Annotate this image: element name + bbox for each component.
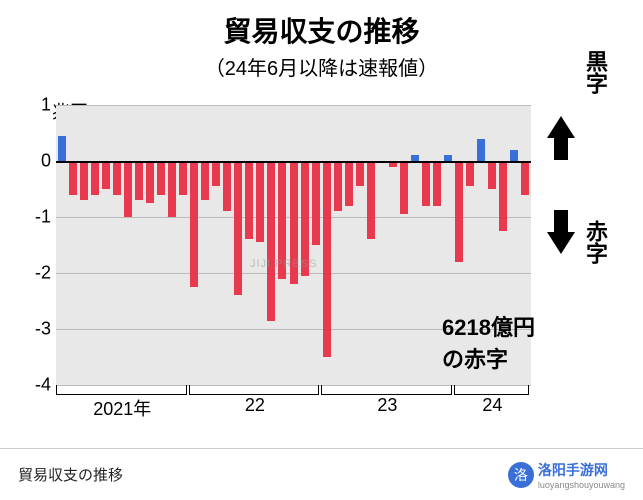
x-group-bracket bbox=[321, 385, 452, 395]
gridline bbox=[56, 105, 531, 106]
bar bbox=[223, 161, 231, 211]
bar bbox=[91, 161, 99, 195]
x-group-label: 23 bbox=[357, 395, 417, 416]
bar bbox=[367, 161, 375, 239]
logo-icon: 洛 bbox=[508, 462, 534, 488]
y-tick-label: -1 bbox=[11, 207, 51, 228]
bar bbox=[510, 150, 518, 161]
x-group-label: 22 bbox=[225, 395, 285, 416]
bar bbox=[323, 161, 331, 357]
y-tick-label: 1 bbox=[11, 95, 51, 116]
bar bbox=[124, 161, 132, 217]
bar bbox=[135, 161, 143, 200]
bar bbox=[267, 161, 275, 321]
bar bbox=[168, 161, 176, 217]
bar bbox=[466, 161, 474, 186]
bar bbox=[400, 161, 408, 214]
x-group-bracket bbox=[56, 385, 187, 395]
footer-logo[interactable]: 洛 洛阳手游网 luoyangshouyouwang bbox=[508, 460, 625, 490]
annotation-line2: の赤字 bbox=[442, 342, 535, 374]
footer-caption: 貿易収支の推移 bbox=[18, 464, 123, 485]
surplus-label: 黒字 bbox=[579, 50, 611, 94]
bar bbox=[455, 161, 463, 262]
bar bbox=[234, 161, 242, 295]
bar bbox=[113, 161, 121, 195]
bar bbox=[433, 161, 441, 206]
y-tick-label: -2 bbox=[11, 263, 51, 284]
footer: 貿易収支の推移 洛 洛阳手游网 luoyangshouyouwang bbox=[0, 448, 643, 500]
side-legend: 黒字 赤字 bbox=[543, 50, 643, 410]
arrow-down-icon bbox=[547, 210, 575, 254]
bar bbox=[256, 161, 264, 242]
bar bbox=[146, 161, 154, 203]
y-tick-label: 0 bbox=[11, 151, 51, 172]
bar bbox=[69, 161, 77, 195]
chart-container: 貿易収支の推移 （24年6月以降は速報値） 兆円 黒字 赤字 6218億円 の赤… bbox=[0, 0, 643, 440]
bar bbox=[334, 161, 342, 211]
bar bbox=[488, 161, 496, 189]
bar bbox=[58, 136, 66, 161]
x-group-bracket bbox=[454, 385, 529, 395]
bar bbox=[245, 161, 253, 239]
x-group-label: 24 bbox=[462, 395, 522, 416]
bar bbox=[201, 161, 209, 200]
deficit-annotation: 6218億円 の赤字 bbox=[442, 310, 535, 374]
chart-title: 貿易収支の推移 bbox=[0, 0, 643, 50]
logo-text: 洛阳手游网 bbox=[538, 460, 625, 480]
bar bbox=[356, 161, 364, 186]
bar bbox=[179, 161, 187, 195]
arrow-up-icon bbox=[547, 116, 575, 160]
bar bbox=[521, 161, 529, 195]
bar bbox=[190, 161, 198, 287]
bar bbox=[80, 161, 88, 200]
annotation-line1: 6218億円 bbox=[442, 310, 535, 342]
x-group-label: 2021年 bbox=[92, 395, 152, 421]
bar bbox=[499, 161, 507, 231]
y-tick-label: -4 bbox=[11, 375, 51, 396]
logo-subtext: luoyangshouyouwang bbox=[538, 480, 625, 490]
deficit-label: 赤字 bbox=[579, 220, 611, 264]
bar bbox=[312, 161, 320, 245]
y-tick-label: -3 bbox=[11, 319, 51, 340]
zero-line bbox=[56, 161, 531, 163]
watermark: JIJI PRESS bbox=[250, 258, 317, 270]
bar bbox=[157, 161, 165, 195]
x-group-bracket bbox=[189, 385, 320, 395]
bar bbox=[345, 161, 353, 206]
bar bbox=[212, 161, 220, 186]
bar bbox=[422, 161, 430, 206]
bar bbox=[102, 161, 110, 189]
bar bbox=[477, 139, 485, 161]
